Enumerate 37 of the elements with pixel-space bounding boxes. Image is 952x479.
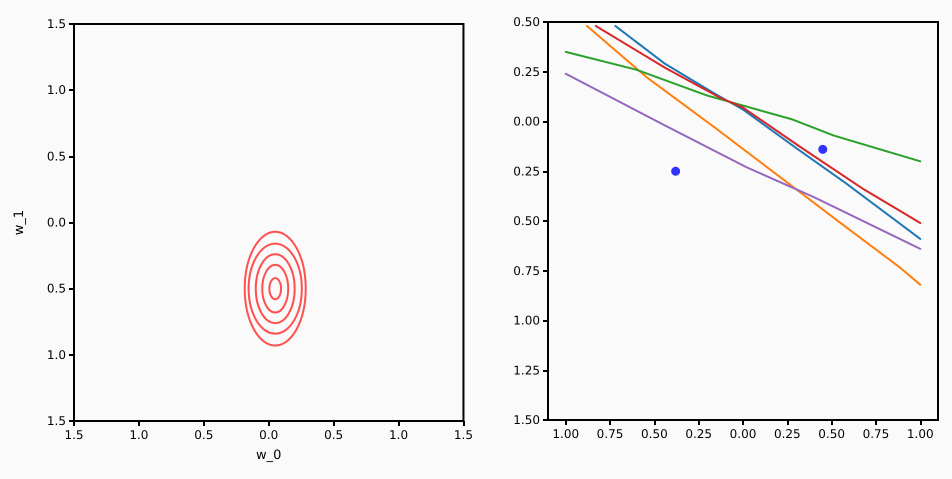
y-tick-label: 0.00 — [513, 114, 540, 128]
line-series — [564, 50, 922, 162]
x-tick-label: 1.0 — [129, 428, 148, 442]
y-tick-label: 0.25 — [513, 164, 540, 178]
y-tick-label: 0.50 — [513, 15, 540, 29]
y-tick-label: 0.0 — [46, 216, 66, 230]
x-tick-label: 1.5 — [64, 428, 84, 442]
x-tick-label: 0.00 — [730, 427, 756, 441]
y-tick-label: 1.5 — [46, 414, 66, 428]
y-tick-label: 1.0 — [46, 348, 66, 362]
x-tick-label: 1.5 — [454, 428, 474, 442]
y-axis-title: w_1 — [12, 210, 27, 236]
x-tick-label: 1.00 — [906, 427, 934, 441]
x-tick-label: 0.5 — [194, 428, 214, 442]
y-tick-label: 1.0 — [46, 83, 66, 98]
x-tick-label: 1.00 — [552, 427, 580, 441]
x-tick-label: 0.0 — [259, 428, 278, 442]
x-tick-label: 0.50 — [641, 427, 668, 441]
x-tick-label: 0.75 — [862, 427, 890, 441]
line-series — [564, 72, 922, 250]
x-tick-label: 0.25 — [774, 427, 801, 441]
x-tick-label: 0.25 — [685, 427, 712, 441]
y-tick-label: 0.5 — [46, 149, 66, 164]
y-tick-label: 1.00 — [513, 314, 540, 328]
y-tick-label: 0.25 — [513, 64, 540, 79]
x-tick-label: 0.50 — [818, 427, 845, 441]
y-tick-label: 1.5 — [46, 17, 66, 31]
y-tick-label: 0.50 — [513, 214, 540, 228]
y-tick-label: 0.5 — [46, 282, 66, 296]
y-tick-label: 0.75 — [513, 264, 540, 278]
x-tick-label: 0.5 — [324, 428, 344, 442]
line-series — [586, 24, 922, 286]
y-tick-label: 1.50 — [513, 413, 540, 427]
x-tick-label: 1.0 — [389, 428, 408, 442]
x-axis-title: w_0 — [256, 448, 282, 463]
x-tick-label: 0.75 — [596, 427, 624, 441]
y-tick-label: 1.25 — [513, 363, 540, 378]
